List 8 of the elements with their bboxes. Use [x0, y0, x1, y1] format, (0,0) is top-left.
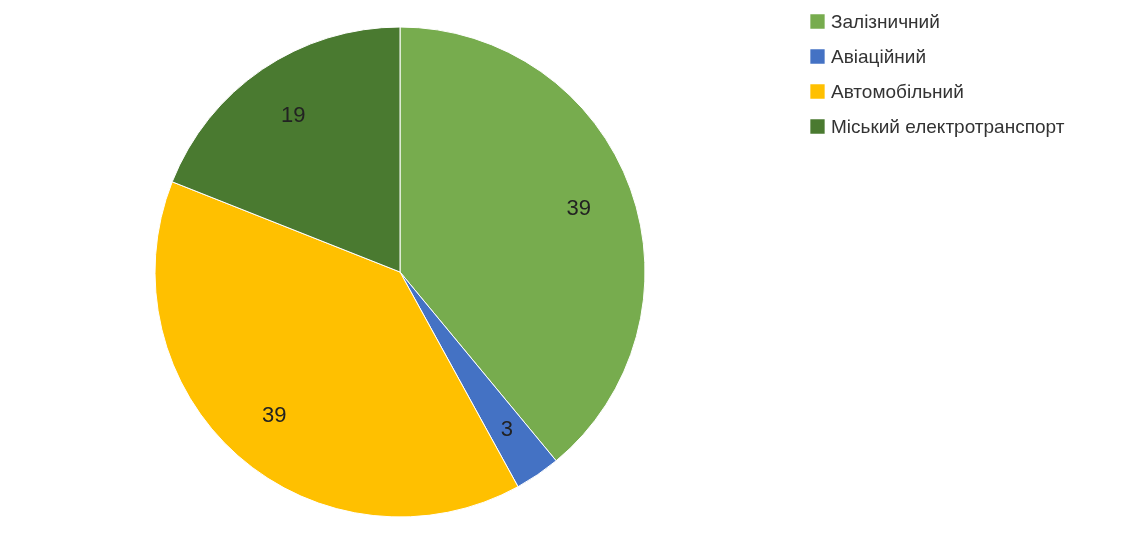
data-label: 39: [566, 194, 592, 220]
legend-label: Міський електротранспорт: [831, 115, 1065, 137]
data-label: 39: [262, 401, 287, 427]
data-label: 19: [280, 101, 306, 127]
legend-label: Авіаційний: [831, 45, 926, 67]
data-label: 3: [500, 416, 513, 442]
legend-label: Автомобільний: [831, 80, 964, 102]
legend-label: Залізничний: [831, 10, 940, 32]
